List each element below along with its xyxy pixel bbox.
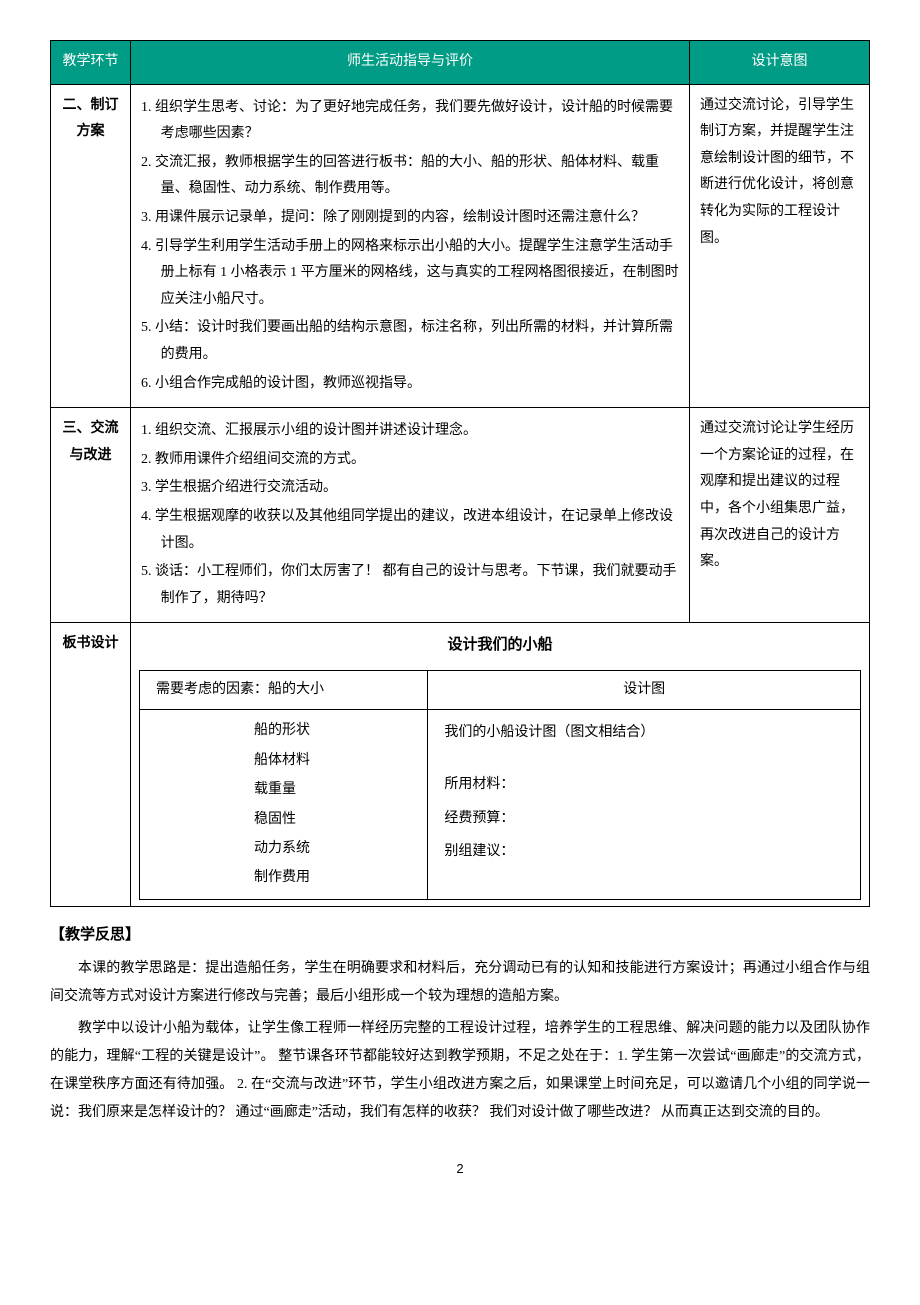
reflection-heading: 【教学反思】 [50, 921, 870, 950]
board-factor-item: 制作费用 [254, 863, 411, 892]
reflection-para-2: 教学中以设计小船为载体，让学生像工程师一样经历完整的工程设计过程，培养学生的工程… [50, 1015, 870, 1127]
list-item: 5. 小结：设计时我们要画出船的结构示意图，标注名称，列出所需的材料，并计算所需… [141, 315, 679, 368]
list-item: 2. 教师用课件介绍组间交流的方式。 [141, 447, 679, 474]
board-factor-item: 动力系统 [254, 834, 411, 863]
board-cell: 设计我们的小船 需要考虑的因素：船的大小 设计图 船的形状船体材料载重量稳固性动… [131, 623, 870, 906]
intent-text: 通过交流讨论让学生经历一个方案论证的过程，在观摩和提出建议的过程中，各个小组集思… [700, 421, 854, 569]
board-right-item: 我们的小船设计图（图文相结合） [444, 716, 844, 750]
board-left-items: 船的形状船体材料载重量稳固性动力系统制作费用 [140, 710, 428, 899]
intent-text: 通过交流讨论，引导学生制订方案，并提醒学生注意绘制设计图的细节，不断进行优化设计… [700, 98, 854, 246]
list-item: 3. 用课件展示记录单，提问：除了刚刚提到的内容，绘制设计图时还需注意什么？ [141, 205, 679, 232]
board-right-item: 别组建议： [444, 835, 844, 869]
activity-list-3: 1. 组织交流、汇报展示小组的设计图并讲述设计理念。2. 教师用课件介绍组间交流… [141, 418, 679, 612]
board-left-head: 需要考虑的因素：船的大小 [140, 670, 428, 710]
board-factor-item: 船体材料 [254, 746, 411, 775]
board-factor-item: 载重量 [254, 775, 411, 804]
board-inner-table: 需要考虑的因素：船的大小 设计图 船的形状船体材料载重量稳固性动力系统制作费用 … [139, 670, 861, 900]
list-item: 3. 学生根据介绍进行交流活动。 [141, 475, 679, 502]
board-right-item: 经费预算： [444, 802, 844, 836]
stage-label-2: 二、制订方案 [51, 84, 131, 408]
reflection-para-1: 本课的教学思路是：提出造船任务，学生在明确要求和材料后，充分调动已有的认知和技能… [50, 955, 870, 1011]
table-row: 三、交流与改进 1. 组织交流、汇报展示小组的设计图并讲述设计理念。2. 教师用… [51, 408, 870, 623]
stage-text: 板书设计 [63, 636, 119, 651]
list-item: 4. 引导学生利用学生活动手册上的网格来标示出小船的大小。提醒学生注意学生活动手… [141, 234, 679, 314]
stage-label-board: 板书设计 [51, 623, 131, 906]
list-item: 1. 组织学生思考、讨论：为了更好地完成任务，我们要先做好设计，设计船的时候需要… [141, 95, 679, 148]
activity-cell-3: 1. 组织交流、汇报展示小组的设计图并讲述设计理念。2. 教师用课件介绍组间交流… [131, 408, 690, 623]
stage-label-3: 三、交流与改进 [51, 408, 131, 623]
list-item: 5. 谈话：小工程师们，你们太厉害了！ 都有自己的设计与思考。下节课，我们就要动… [141, 559, 679, 612]
th-stage: 教学环节 [51, 41, 131, 85]
intent-cell-2: 通过交流讨论，引导学生制订方案，并提醒学生注意绘制设计图的细节，不断进行优化设计… [690, 84, 870, 408]
stage-text: 三、交流与改进 [63, 421, 119, 463]
activity-list-2: 1. 组织学生思考、讨论：为了更好地完成任务，我们要先做好设计，设计船的时候需要… [141, 95, 679, 398]
table-row: 板书设计 设计我们的小船 需要考虑的因素：船的大小 设计图 船的形状船体材料载重… [51, 623, 870, 906]
lesson-table: 教学环节 师生活动指导与评价 设计意图 二、制订方案 1. 组织学生思考、讨论：… [50, 40, 870, 907]
board-right-head: 设计图 [428, 670, 861, 710]
list-item: 1. 组织交流、汇报展示小组的设计图并讲述设计理念。 [141, 418, 679, 445]
table-row: 二、制订方案 1. 组织学生思考、讨论：为了更好地完成任务，我们要先做好设计，设… [51, 84, 870, 408]
th-activity: 师生活动指导与评价 [131, 41, 690, 85]
th-intent: 设计意图 [690, 41, 870, 85]
intent-cell-3: 通过交流讨论让学生经历一个方案论证的过程，在观摩和提出建议的过程中，各个小组集思… [690, 408, 870, 623]
board-right-item: 所用材料： [444, 768, 844, 802]
list-item: 2. 交流汇报，教师根据学生的回答进行板书：船的大小、船的形状、船体材料、载重量… [141, 150, 679, 203]
page-number: 2 [50, 1157, 870, 1182]
board-title: 设计我们的小船 [139, 631, 861, 660]
list-item: 6. 小组合作完成船的设计图，教师巡视指导。 [141, 371, 679, 398]
activity-cell-2: 1. 组织学生思考、讨论：为了更好地完成任务，我们要先做好设计，设计船的时候需要… [131, 84, 690, 408]
stage-text: 二、制订方案 [63, 98, 119, 140]
board-factor-item: 稳固性 [254, 805, 411, 834]
list-item: 4. 学生根据观摩的收获以及其他组同学提出的建议，改进本组设计，在记录单上修改设… [141, 504, 679, 557]
board-right-items: 我们的小船设计图（图文相结合） 所用材料：经费预算：别组建议： [428, 710, 861, 899]
board-factor-item: 船的形状 [254, 716, 411, 745]
